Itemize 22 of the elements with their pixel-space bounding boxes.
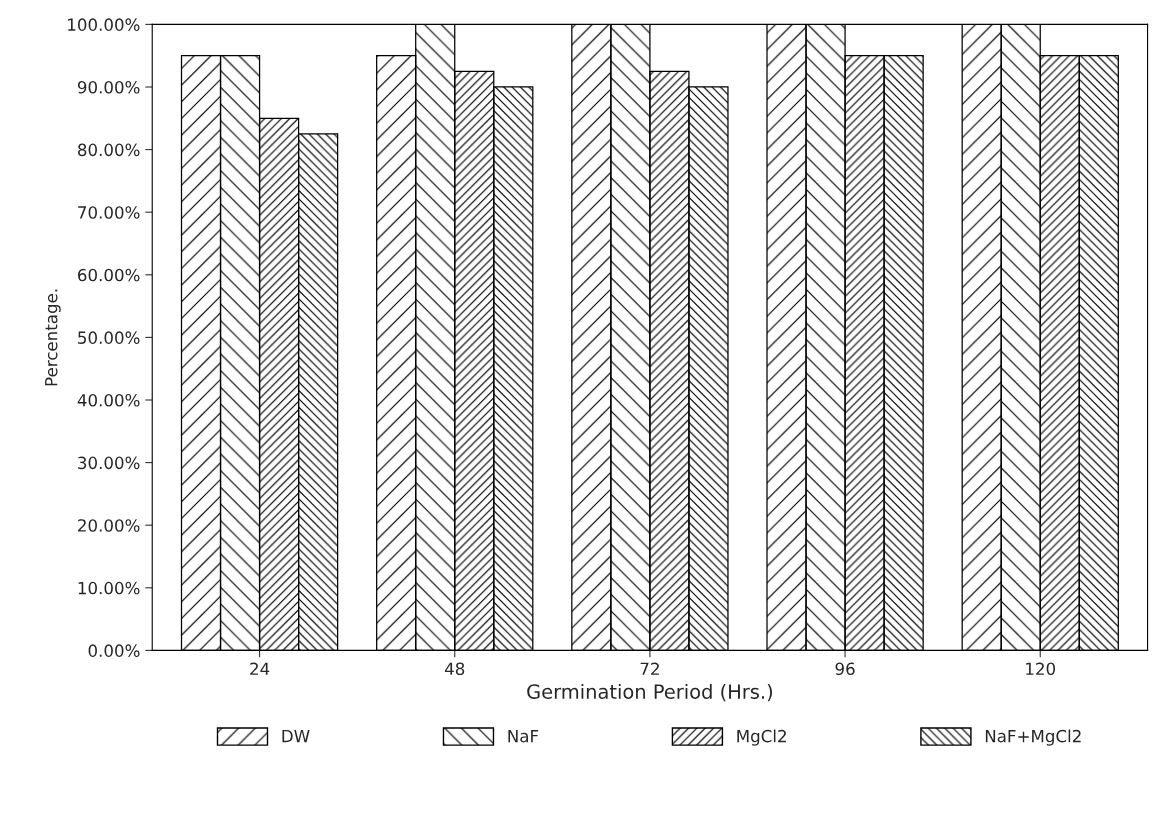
x-tick-label: 48 <box>444 662 465 676</box>
y-tick-label: 50.00% <box>78 331 140 344</box>
y-tick-label: 80.00% <box>78 143 140 157</box>
x-tick-label: 120 <box>1026 662 1056 676</box>
y-tick-label: 70.00% <box>78 206 140 219</box>
legend-label: MgCl2 <box>737 729 786 746</box>
y-tick-label: 40.00% <box>77 393 140 407</box>
x-tick-label: 96 <box>835 662 855 676</box>
x-tick-label: 72 <box>640 662 659 675</box>
y-tick-label: 90.00% <box>77 80 140 94</box>
y-axis-title: Percentage. <box>45 289 61 386</box>
legend-label: NaF <box>508 730 539 743</box>
y-tick-label: 100.00% <box>68 18 140 31</box>
legend-label: NaF+MgCl2 <box>985 729 1081 746</box>
y-tick-label: 20.00% <box>78 519 140 532</box>
x-tick-label: 24 <box>250 662 270 675</box>
x-axis-title: Germination Period (Hrs.) <box>527 683 773 702</box>
y-tick-label: 10.00% <box>78 581 140 595</box>
y-tick-label: 30.00% <box>78 456 140 470</box>
y-tick-label: 0.00% <box>88 644 140 657</box>
y-tick-label: 60.00% <box>78 268 140 282</box>
legend-label: DW <box>282 730 310 743</box>
